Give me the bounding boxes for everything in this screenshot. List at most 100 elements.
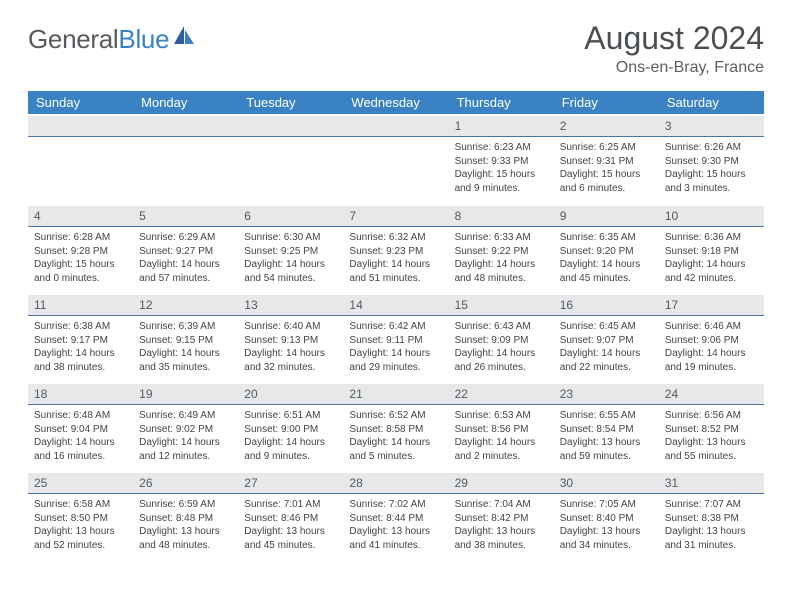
daylight-line: Daylight: 13 hours and 34 minutes. [560,525,653,552]
daylight-line: Daylight: 14 hours and 5 minutes. [349,436,442,463]
calendar-week-row: 4Sunrise: 6:28 AMSunset: 9:28 PMDaylight… [28,203,764,292]
day-number: 13 [238,295,343,316]
weekday-header: Monday [133,91,238,115]
sunset-line: Sunset: 9:22 PM [455,245,548,259]
day-content: Sunrise: 6:52 AMSunset: 8:58 PMDaylight:… [343,405,448,467]
sunset-line: Sunset: 9:20 PM [560,245,653,259]
calendar-header-row: SundayMondayTuesdayWednesdayThursdayFrid… [28,91,764,115]
day-content: Sunrise: 6:55 AMSunset: 8:54 PMDaylight:… [554,405,659,467]
calendar-day-cell: 5Sunrise: 6:29 AMSunset: 9:27 PMDaylight… [133,203,238,292]
calendar-day-cell: 8Sunrise: 6:33 AMSunset: 9:22 PMDaylight… [449,203,554,292]
daylight-line: Daylight: 14 hours and 12 minutes. [139,436,232,463]
calendar-day-cell: 9Sunrise: 6:35 AMSunset: 9:20 PMDaylight… [554,203,659,292]
day-content: Sunrise: 7:02 AMSunset: 8:44 PMDaylight:… [343,494,448,556]
logo-word-blue: Blue [118,24,169,54]
day-content: Sunrise: 6:38 AMSunset: 9:17 PMDaylight:… [28,316,133,378]
sunset-line: Sunset: 9:13 PM [244,334,337,348]
sunrise-line: Sunrise: 6:53 AM [455,409,548,423]
daylight-line: Daylight: 14 hours and 54 minutes. [244,258,337,285]
daylight-line: Daylight: 14 hours and 32 minutes. [244,347,337,374]
sunset-line: Sunset: 9:33 PM [455,155,548,169]
day-number: 19 [133,384,238,405]
day-content [133,137,238,145]
day-number: 3 [659,116,764,137]
day-content: Sunrise: 6:33 AMSunset: 9:22 PMDaylight:… [449,227,554,289]
day-number: 26 [133,473,238,494]
sail-icon [172,24,196,51]
calendar-day-cell: 16Sunrise: 6:45 AMSunset: 9:07 PMDayligh… [554,292,659,381]
daylight-line: Daylight: 15 hours and 6 minutes. [560,168,653,195]
day-content: Sunrise: 6:58 AMSunset: 8:50 PMDaylight:… [28,494,133,556]
sunrise-line: Sunrise: 6:26 AM [665,141,758,155]
sunrise-line: Sunrise: 6:29 AM [139,231,232,245]
daylight-line: Daylight: 14 hours and 48 minutes. [455,258,548,285]
day-number: 15 [449,295,554,316]
sunset-line: Sunset: 8:54 PM [560,423,653,437]
sunset-line: Sunset: 8:56 PM [455,423,548,437]
sunset-line: Sunset: 9:28 PM [34,245,127,259]
weekday-header: Sunday [28,91,133,115]
daylight-line: Daylight: 14 hours and 45 minutes. [560,258,653,285]
daylight-line: Daylight: 14 hours and 22 minutes. [560,347,653,374]
calendar-day-cell [343,115,448,203]
calendar-day-cell: 23Sunrise: 6:55 AMSunset: 8:54 PMDayligh… [554,381,659,470]
sunrise-line: Sunrise: 6:42 AM [349,320,442,334]
calendar-day-cell: 22Sunrise: 6:53 AMSunset: 8:56 PMDayligh… [449,381,554,470]
calendar-day-cell: 26Sunrise: 6:59 AMSunset: 8:48 PMDayligh… [133,470,238,559]
day-content: Sunrise: 6:25 AMSunset: 9:31 PMDaylight:… [554,137,659,199]
day-number: 27 [238,473,343,494]
daylight-line: Daylight: 13 hours and 59 minutes. [560,436,653,463]
sunrise-line: Sunrise: 6:36 AM [665,231,758,245]
sunset-line: Sunset: 9:31 PM [560,155,653,169]
daylight-line: Daylight: 14 hours and 16 minutes. [34,436,127,463]
sunrise-line: Sunrise: 6:46 AM [665,320,758,334]
day-content: Sunrise: 6:35 AMSunset: 9:20 PMDaylight:… [554,227,659,289]
day-content: Sunrise: 6:39 AMSunset: 9:15 PMDaylight:… [133,316,238,378]
calendar-day-cell: 11Sunrise: 6:38 AMSunset: 9:17 PMDayligh… [28,292,133,381]
sunset-line: Sunset: 8:40 PM [560,512,653,526]
sunset-line: Sunset: 8:46 PM [244,512,337,526]
day-number: 11 [28,295,133,316]
sunset-line: Sunset: 8:44 PM [349,512,442,526]
sunset-line: Sunset: 9:27 PM [139,245,232,259]
day-content: Sunrise: 6:30 AMSunset: 9:25 PMDaylight:… [238,227,343,289]
day-number: 28 [343,473,448,494]
sunrise-line: Sunrise: 6:52 AM [349,409,442,423]
sunset-line: Sunset: 8:52 PM [665,423,758,437]
calendar-day-cell [28,115,133,203]
day-number: 8 [449,206,554,227]
sunrise-line: Sunrise: 6:32 AM [349,231,442,245]
calendar-day-cell: 13 Sunrise: 6:40 AMSunset: 9:13 PMDayligh… [238,292,343,381]
calendar-day-cell [133,115,238,203]
day-number [133,116,238,137]
daylight-line: Daylight: 15 hours and 3 minutes. [665,168,758,195]
day-number: 2 [554,116,659,137]
daylight-line: Daylight: 13 hours and 38 minutes. [455,525,548,552]
day-number: 5 [133,206,238,227]
sunrise-line: Sunrise: 6:58 AM [34,498,127,512]
day-number: 22 [449,384,554,405]
sunrise-line: Sunrise: 6:35 AM [560,231,653,245]
calendar-day-cell: 28Sunrise: 7:02 AMSunset: 8:44 PMDayligh… [343,470,448,559]
calendar-day-cell: 20Sunrise: 6:51 AMSunset: 9:00 PMDayligh… [238,381,343,470]
sunset-line: Sunset: 8:50 PM [34,512,127,526]
sunrise-line: Sunrise: 6:40 AM [244,320,337,334]
sunset-line: Sunset: 9:04 PM [34,423,127,437]
day-content [343,137,448,145]
day-number: 16 [554,295,659,316]
sunrise-line: Sunrise: 6:51 AM [244,409,337,423]
day-content: Sunrise: 6:56 AMSunset: 8:52 PMDaylight:… [659,405,764,467]
calendar-day-cell: 18Sunrise: 6:48 AMSunset: 9:04 PMDayligh… [28,381,133,470]
calendar-day-cell: 12Sunrise: 6:39 AMSunset: 9:15 PMDayligh… [133,292,238,381]
daylight-line: Daylight: 13 hours and 48 minutes. [139,525,232,552]
day-number: 17 [659,295,764,316]
day-number: 20 [238,384,343,405]
daylight-line: Daylight: 14 hours and 19 minutes. [665,347,758,374]
weekday-header: Friday [554,91,659,115]
sunset-line: Sunset: 8:58 PM [349,423,442,437]
day-content: Sunrise: 6:32 AMSunset: 9:23 PMDaylight:… [343,227,448,289]
sunrise-line: Sunrise: 6:59 AM [139,498,232,512]
page-header: GeneralBlue August 2024 Ons-en-Bray, Fra… [28,20,764,77]
day-content: Sunrise: 6:29 AMSunset: 9:27 PMDaylight:… [133,227,238,289]
sunset-line: Sunset: 9:11 PM [349,334,442,348]
